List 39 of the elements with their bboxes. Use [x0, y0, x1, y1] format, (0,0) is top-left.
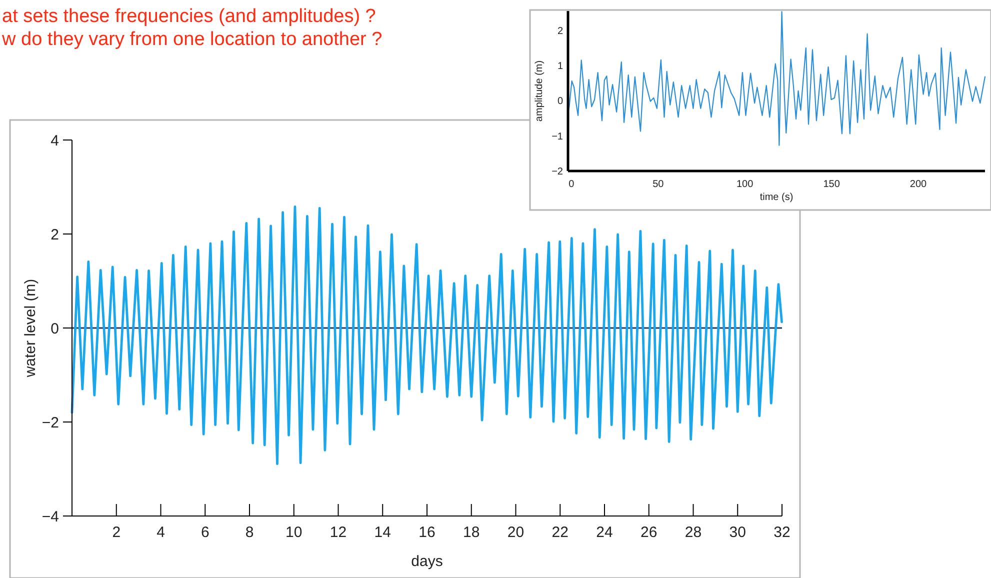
y-tick-label: −2	[42, 414, 59, 432]
line-series	[70, 206, 783, 466]
x-tick-label: 28	[684, 524, 702, 541]
y-tick-label: −2	[552, 166, 564, 178]
x-tick-label: 4	[156, 524, 165, 541]
y-tick-label: −1	[552, 131, 564, 142]
x-tick-label: 16	[418, 524, 436, 541]
x-axis-title: time (s)	[760, 192, 794, 203]
x-tick-label: 6	[200, 524, 210, 541]
y-tick-label: 0	[50, 320, 59, 338]
x-tick-label: 20	[507, 524, 524, 541]
x-tick-label: 8	[245, 524, 254, 541]
y-axis-title: amplitude (m)	[534, 60, 545, 122]
x-tick-label: 100	[736, 179, 754, 190]
y-tick-label: 2	[50, 226, 59, 244]
x-tick-label: 0	[568, 179, 575, 190]
x-tick-label: 150	[823, 179, 840, 190]
x-tick-label: 2	[112, 524, 121, 541]
x-tick-label: 26	[640, 524, 658, 541]
x-tick-label: 50	[652, 179, 664, 190]
line-series	[568, 11, 986, 146]
x-tick-label: 32	[774, 524, 790, 541]
y-tick-label: 4	[50, 132, 59, 150]
x-tick-label: 22	[552, 524, 568, 541]
y-axis-title: water level (m)	[22, 278, 39, 378]
x-tick-label: 30	[729, 524, 746, 541]
x-tick-label: 200	[910, 179, 928, 190]
x-tick-label: 14	[374, 524, 391, 541]
x-tick-label: 10	[286, 524, 302, 541]
x-tick-label: 18	[463, 524, 480, 541]
text: w do they vary from one location to another ?	[1, 29, 382, 50]
text: at sets these frequencies (and amplitudes) ?	[2, 6, 376, 27]
y-tick-label: −4	[42, 508, 59, 526]
y-tick-label: 2	[557, 26, 564, 37]
y-tick-label: 0	[557, 96, 564, 108]
x-tick-label: 12	[330, 524, 347, 541]
y-tick-label: 1	[557, 61, 564, 72]
x-axis-title: days	[411, 553, 443, 570]
x-tick-label: 24	[596, 524, 613, 541]
